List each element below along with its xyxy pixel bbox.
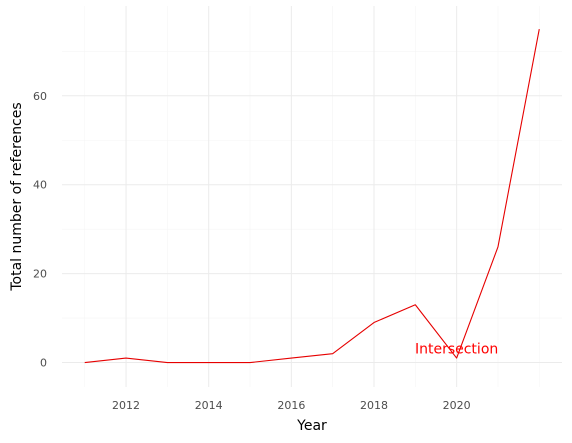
x-tick-label: 2012	[112, 399, 140, 412]
x-axis-title: Year	[296, 418, 327, 434]
annotation-label: Intersection	[415, 341, 498, 357]
y-tick-label: 20	[33, 268, 47, 281]
y-axis-title: Total number of references	[9, 102, 25, 291]
x-tick-label: 2016	[277, 399, 305, 412]
y-tick-label: 40	[33, 179, 47, 192]
series-line	[84, 29, 540, 364]
major-gridlines	[62, 6, 562, 387]
x-tick-label: 2020	[443, 399, 471, 412]
minor-gridlines	[62, 6, 562, 387]
annotations: Intersection	[415, 341, 498, 357]
x-tick-labels: 2012 2014 2016 2018 2020	[112, 399, 471, 412]
y-tick-label: 60	[33, 90, 47, 103]
x-tick-label: 2014	[195, 399, 223, 412]
x-tick-label: 2018	[360, 399, 388, 412]
y-tick-label: 0	[40, 357, 47, 370]
y-tick-labels: 0 20 40 60	[33, 90, 47, 370]
series-layer	[84, 29, 540, 364]
